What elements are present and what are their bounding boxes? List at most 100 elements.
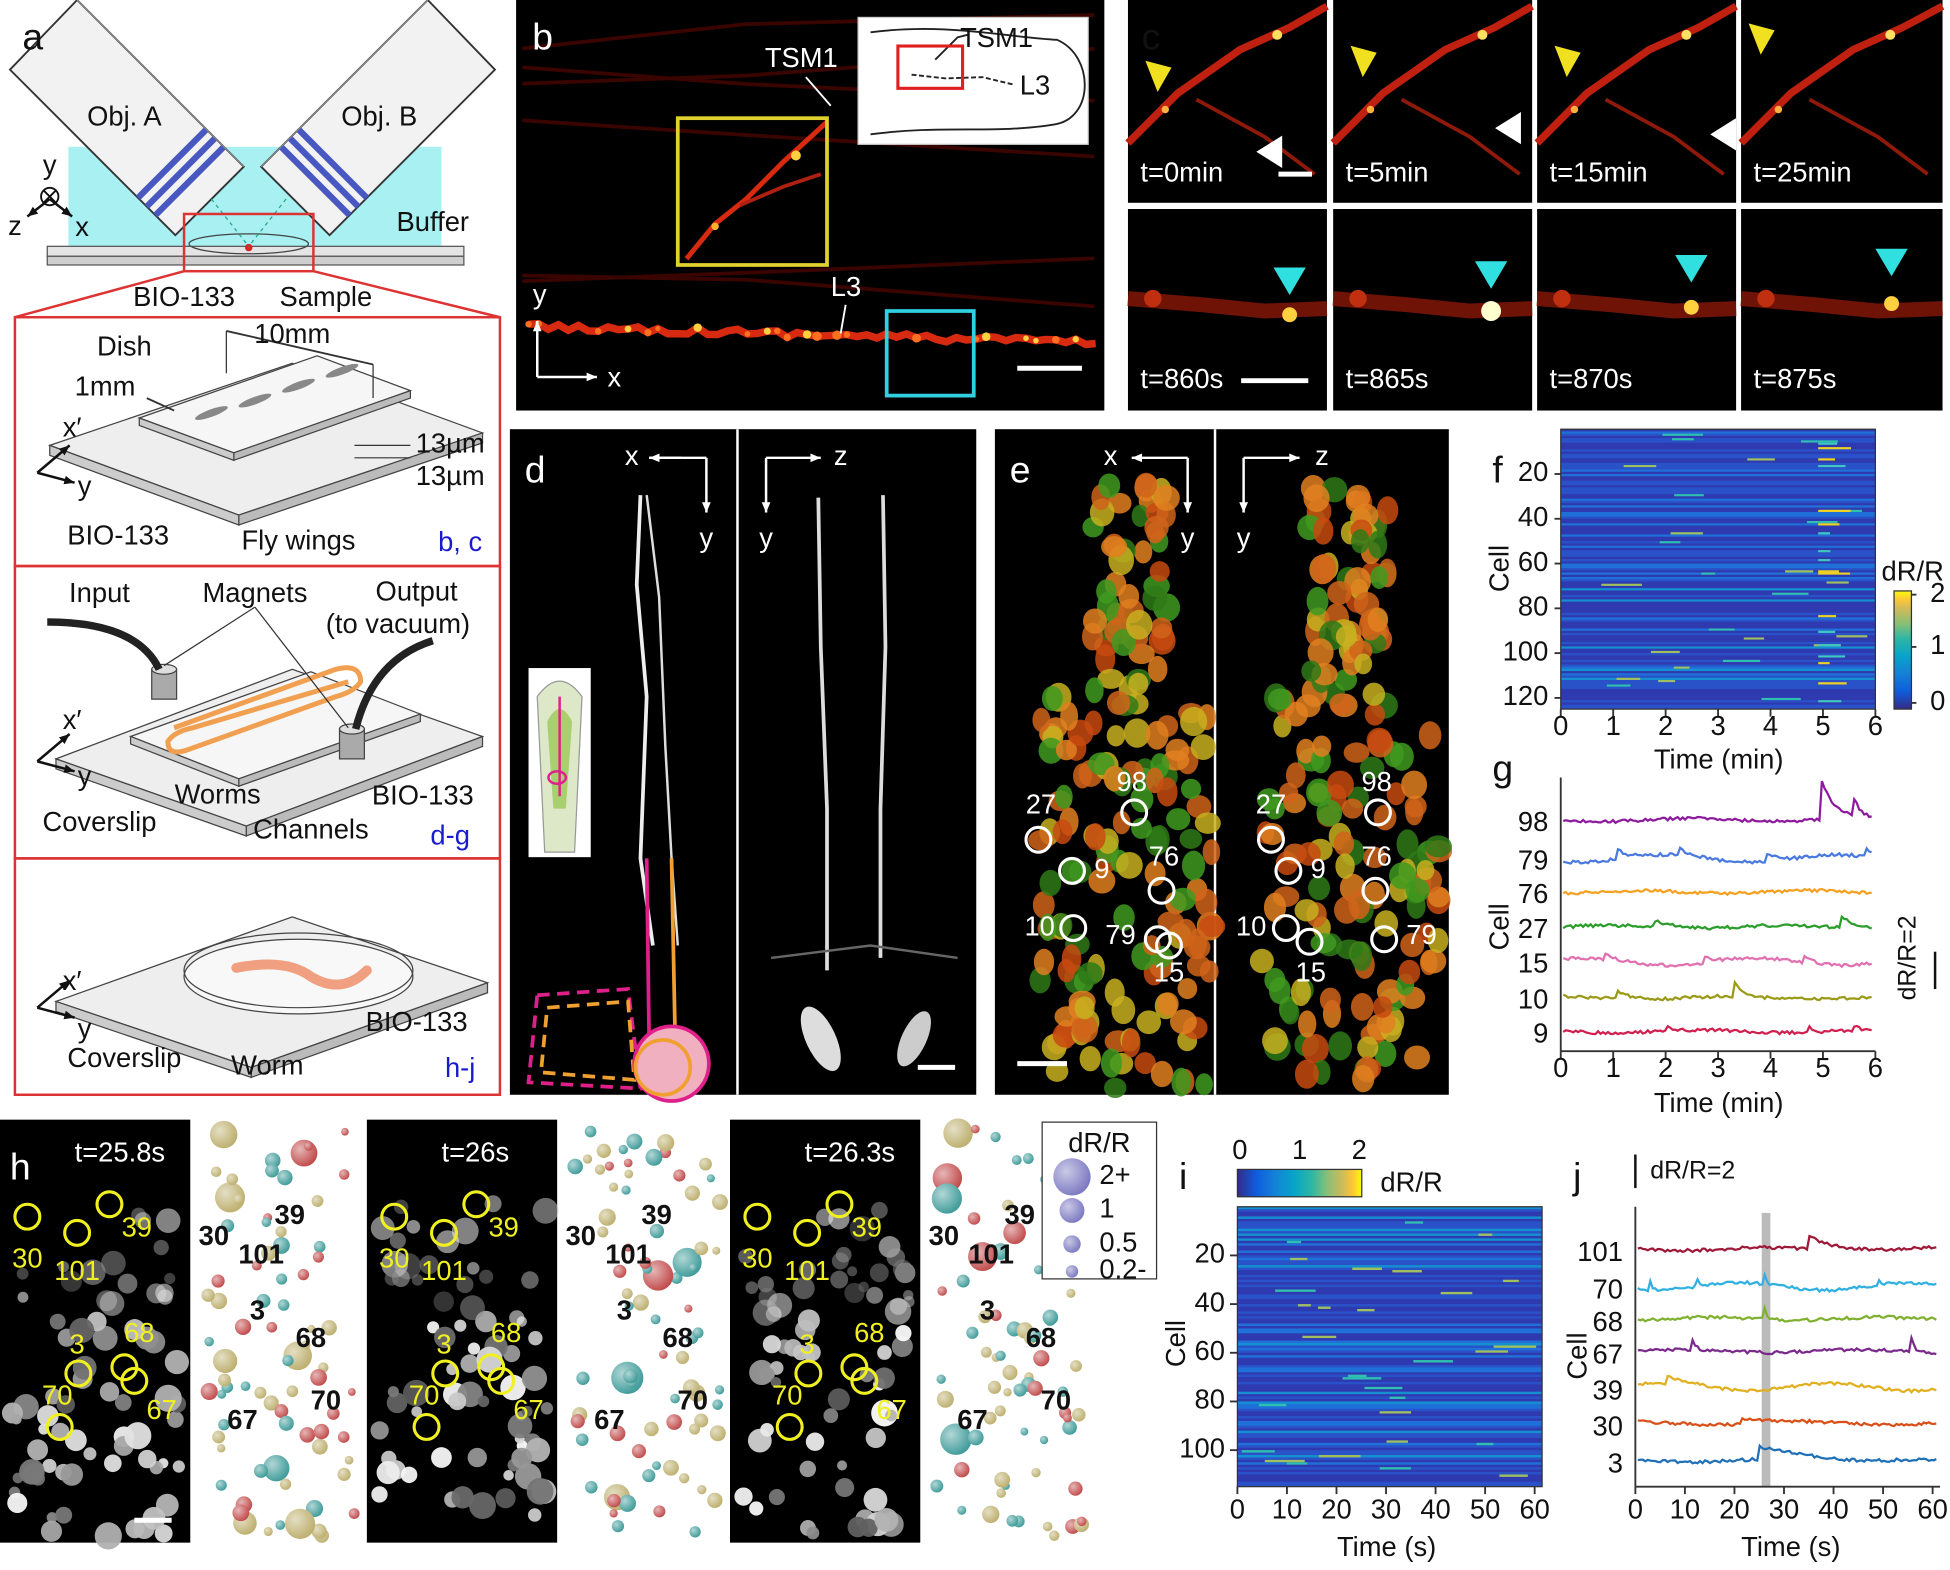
cell bbox=[1041, 685, 1063, 711]
cell bbox=[1106, 725, 1126, 747]
sphere-highlight bbox=[679, 1473, 690, 1484]
sphere-highlight bbox=[967, 1212, 981, 1225]
heatmap-row bbox=[1237, 1209, 1543, 1212]
bouton bbox=[744, 331, 751, 337]
label: Sample bbox=[279, 281, 372, 312]
bouton bbox=[1570, 105, 1579, 114]
sphere-highlight bbox=[694, 1241, 709, 1256]
label: t=25min bbox=[1754, 156, 1852, 187]
heatmap-row bbox=[1237, 1340, 1543, 1344]
heatmap-row bbox=[1237, 1459, 1543, 1463]
cell bbox=[1082, 608, 1107, 634]
bouton bbox=[981, 332, 991, 341]
sphere-highlight bbox=[1072, 1408, 1086, 1422]
heatmap-row bbox=[1560, 601, 1876, 605]
sphere-highlight bbox=[347, 1388, 356, 1396]
soma bbox=[897, 1011, 931, 1067]
heatmap-event bbox=[1673, 666, 1690, 669]
cell bbox=[1306, 586, 1329, 616]
panel-label: i bbox=[1179, 1155, 1187, 1197]
label: Output bbox=[376, 576, 459, 607]
nucleus bbox=[528, 1331, 543, 1346]
nucleus bbox=[521, 1365, 548, 1392]
label: 70 bbox=[311, 1384, 341, 1415]
heatmap-row bbox=[1560, 465, 1876, 468]
heatmap-row bbox=[1560, 659, 1876, 663]
cell bbox=[1264, 967, 1286, 993]
sphere-highlight bbox=[226, 1173, 239, 1185]
heatmap-row bbox=[1560, 509, 1876, 513]
cell bbox=[1098, 473, 1121, 498]
tick-label: 40 bbox=[1195, 1286, 1225, 1317]
heatmap-row bbox=[1560, 489, 1876, 493]
cell bbox=[1301, 660, 1322, 682]
heatmap-row bbox=[1560, 521, 1876, 524]
label: 67 bbox=[876, 1394, 906, 1425]
label: 67 bbox=[957, 1404, 987, 1435]
bouton bbox=[693, 323, 702, 332]
nucleus bbox=[58, 1261, 70, 1273]
heatmap-row bbox=[1237, 1374, 1543, 1378]
cell bbox=[1249, 948, 1274, 974]
label: Worm bbox=[231, 1050, 303, 1081]
fly-wing bbox=[195, 406, 228, 420]
sphere-highlight bbox=[618, 1144, 628, 1155]
panel-label: f bbox=[1492, 449, 1503, 491]
label: BIO-133 bbox=[372, 780, 474, 811]
label: 3 bbox=[436, 1328, 451, 1359]
dendrite bbox=[1740, 291, 1943, 319]
heatmap-row bbox=[1237, 1343, 1543, 1346]
neurite bbox=[528, 319, 1096, 349]
label: Obj. B bbox=[341, 100, 417, 131]
label: b, c bbox=[438, 526, 482, 557]
sphere-highlight bbox=[1049, 1530, 1060, 1541]
heatmap-row bbox=[1560, 440, 1876, 444]
heatmap-row bbox=[1237, 1308, 1543, 1312]
heatmap-row bbox=[1560, 621, 1876, 625]
sphere-highlight bbox=[943, 1118, 973, 1148]
nucleus bbox=[117, 1273, 138, 1294]
heatmap-row bbox=[1237, 1428, 1543, 1432]
trace bbox=[1637, 1271, 1937, 1294]
heatmap-row bbox=[1237, 1420, 1543, 1424]
heatmap-row bbox=[1560, 691, 1876, 694]
sphere-highlight bbox=[1053, 1158, 1091, 1196]
cell bbox=[1088, 868, 1116, 894]
sphere-highlight bbox=[1034, 1265, 1044, 1275]
label: 101 bbox=[54, 1255, 100, 1286]
heatmap-row bbox=[1237, 1260, 1543, 1264]
sphere-highlight bbox=[653, 1505, 666, 1518]
sphere-highlight bbox=[585, 1481, 598, 1494]
sphere-highlight bbox=[218, 1373, 231, 1387]
sphere-highlight bbox=[297, 1269, 310, 1281]
tick-label: 1 bbox=[1292, 1134, 1307, 1165]
heatmap-row bbox=[1560, 514, 1876, 517]
heatmap-row bbox=[1560, 673, 1876, 676]
cell bbox=[1343, 742, 1370, 763]
tick-label: 3 bbox=[1608, 1448, 1623, 1479]
tick-label: 39 bbox=[1592, 1374, 1622, 1405]
sphere-highlight bbox=[215, 1479, 227, 1491]
heatmap-event bbox=[1616, 677, 1641, 681]
dendrite bbox=[1400, 97, 1521, 176]
sphere-highlight bbox=[644, 1421, 659, 1437]
tick-label: 3 bbox=[1710, 710, 1725, 741]
heatmap-event bbox=[1818, 465, 1846, 468]
label: 68 bbox=[1026, 1322, 1056, 1353]
heatmap-row bbox=[1560, 534, 1876, 538]
nucleus bbox=[752, 1299, 779, 1326]
heatmap-row bbox=[1560, 556, 1876, 560]
tick-label: 76 bbox=[1518, 878, 1548, 909]
cell bbox=[1156, 992, 1179, 1016]
label: 13µm bbox=[416, 460, 485, 491]
sphere-highlight bbox=[632, 1294, 649, 1311]
heatmap-row bbox=[1237, 1408, 1543, 1412]
heatmap-row bbox=[1237, 1469, 1543, 1473]
label: 3 bbox=[980, 1295, 995, 1326]
heatmap-row bbox=[1237, 1484, 1543, 1488]
sphere-highlight bbox=[1002, 1365, 1018, 1381]
nucleus bbox=[371, 1486, 388, 1503]
sphere-highlight bbox=[251, 1260, 262, 1271]
cell bbox=[1354, 653, 1373, 675]
heatmap-row bbox=[1237, 1474, 1543, 1478]
